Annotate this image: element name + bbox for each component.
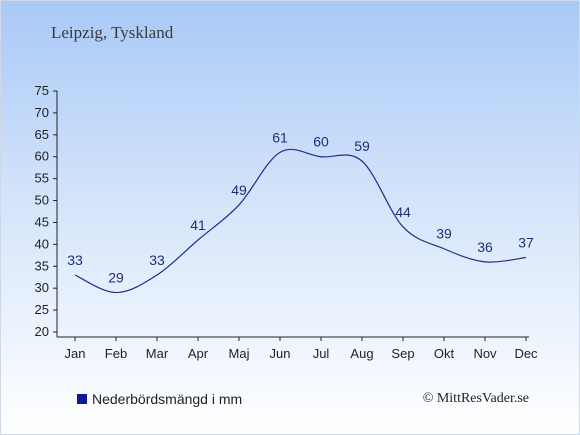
data-label: 49 xyxy=(231,182,247,198)
y-tick-label: 60 xyxy=(35,149,49,164)
location-title: Leipzig, Tyskland xyxy=(51,23,174,42)
x-tick-label: Okt xyxy=(434,346,455,361)
legend-label: Nederbördsmängd i mm xyxy=(92,391,243,407)
x-tick-label: Feb xyxy=(105,346,127,361)
y-tick-label: 20 xyxy=(35,324,49,339)
data-label: 39 xyxy=(436,226,452,242)
y-tick-label: 30 xyxy=(35,280,49,295)
copyright: © MittResVader.se xyxy=(422,391,529,406)
legend-swatch xyxy=(77,394,87,404)
x-tick-label: Maj xyxy=(229,346,250,361)
x-tick-label: Aug xyxy=(350,346,373,361)
data-label: 59 xyxy=(354,138,370,154)
y-tick-label: 55 xyxy=(35,171,49,186)
y-tick-label: 40 xyxy=(35,236,49,251)
y-tick-label: 75 xyxy=(35,83,49,98)
data-label: 44 xyxy=(395,204,411,220)
data-label: 33 xyxy=(67,252,83,268)
x-tick-label: Mar xyxy=(146,346,169,361)
y-tick-label: 25 xyxy=(35,302,49,317)
legend: Nederbördsmängd i mm xyxy=(77,391,242,407)
data-label: 41 xyxy=(190,217,206,233)
y-tick-label: 35 xyxy=(35,258,49,273)
x-tick-label: Jul xyxy=(313,346,330,361)
data-label: 29 xyxy=(108,270,124,286)
x-tick-label: Sep xyxy=(391,346,414,361)
y-tick-label: 70 xyxy=(35,105,49,120)
data-label: 61 xyxy=(272,129,288,145)
series-line xyxy=(74,148,527,294)
tick-labels: 20 25 30 35 40 45 50 55 60 65 70 75 Jan Feb Mar Apr Maj J… xyxy=(35,83,539,361)
data-labels: 33 29 33 41 49 61 60 59 44 39 36 37 xyxy=(67,129,534,285)
y-tick-label: 65 xyxy=(35,127,49,142)
x-tick-label: Dec xyxy=(514,346,538,361)
x-tick-label: Nov xyxy=(473,346,497,361)
data-label: 36 xyxy=(477,239,493,255)
x-tick-label: Apr xyxy=(188,346,209,361)
data-label: 37 xyxy=(518,235,534,251)
data-label: 60 xyxy=(313,134,329,150)
x-tick-label: Jan xyxy=(65,346,86,361)
data-label: 33 xyxy=(149,252,165,268)
y-tick-label: 50 xyxy=(35,193,49,208)
x-tick-label: Jun xyxy=(270,346,291,361)
y-tick-label: 45 xyxy=(35,214,49,229)
axes xyxy=(53,90,529,341)
